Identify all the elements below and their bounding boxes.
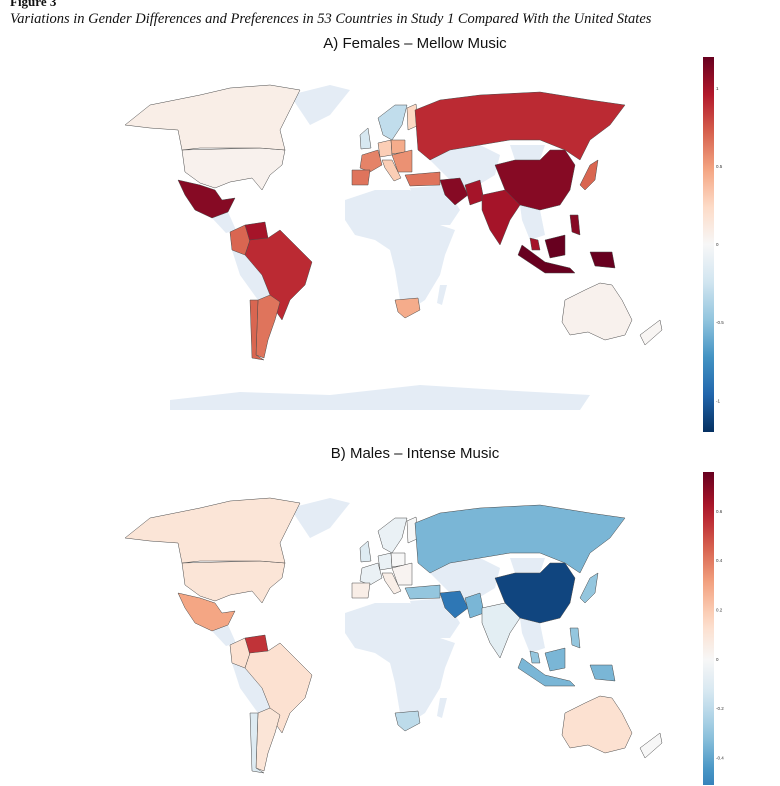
country-japan: Japan [579, 572, 599, 604]
country-malaysia: Malaysia [529, 650, 541, 664]
country-brazil: Brazil [244, 229, 313, 321]
no-data-region [170, 385, 590, 410]
country-romania: Romania [391, 562, 413, 586]
country-canada: Canada [124, 497, 301, 564]
colorbar-tick-label: -1 [716, 398, 720, 403]
no-data-region [430, 558, 500, 603]
country-iran: Iran [439, 590, 469, 619]
country-united-kingdom: United Kingdom [359, 540, 372, 563]
country-new-zealand: New Zealand [639, 319, 663, 346]
country-france: France [359, 149, 383, 173]
colorbar-tick-label: -0.4 [716, 755, 724, 760]
country-germany: Germany [377, 139, 393, 158]
country-indonesia: Indonesia [517, 234, 616, 274]
colorbar-tick-label: 1 [716, 86, 719, 91]
no-data-region [345, 190, 455, 310]
panel-a-title: A) Females – Mellow Music [323, 35, 507, 52]
colorbar-gradient [703, 57, 714, 432]
colorbar-tick-label: 0.6 [716, 509, 723, 514]
no-data-region [430, 145, 500, 190]
panel-b-colorbar: 0.6 0.4 0.2 0 -0.2 -0.4 [703, 472, 724, 785]
country-spain: Spain [351, 582, 371, 599]
country-indonesia: Indonesia [517, 647, 616, 687]
country-canada: Canada [124, 84, 301, 151]
no-data-region [212, 625, 236, 646]
country-united-states: United States [181, 147, 286, 191]
country-poland: Poland [390, 552, 406, 568]
country-russia: Russia [414, 91, 626, 161]
country-germany: Germany [377, 552, 393, 571]
country-new-zealand: New Zealand [639, 732, 663, 759]
country-philippines: Philippines [569, 627, 581, 649]
panel-a-colorbar: 1 0.5 0 -0.5 -1 [703, 57, 724, 432]
country-spain: Spain [351, 169, 371, 186]
no-data-region [232, 250, 270, 300]
no-data-region [437, 285, 447, 305]
no-data-region [510, 558, 545, 573]
country-turkey: Turkey [404, 171, 441, 187]
country-argentina: Argentina [255, 294, 281, 359]
no-data-region [345, 603, 455, 723]
no-data-region [212, 212, 236, 233]
country-south-africa: South Africa [394, 710, 421, 732]
country-brazil: Brazil [244, 642, 313, 734]
colorbar-tick-label: -0.2 [716, 706, 724, 711]
panel-b-title: B) Males – Intense Music [331, 445, 500, 462]
no-data-region [520, 618, 545, 653]
country-argentina: Argentina [255, 707, 281, 772]
country-romania: Romania [391, 149, 413, 173]
country-chile: Chile [249, 299, 265, 361]
colorbar-tick-label: -0.5 [716, 320, 724, 325]
colorbar-tick-label: 0.2 [716, 608, 723, 613]
figure-label: Figure 3 [10, 0, 57, 9]
country-india: India [481, 602, 521, 659]
country-malaysia: Malaysia [529, 237, 541, 251]
no-data-region [232, 663, 270, 713]
country-poland: Poland [390, 139, 406, 155]
no-data-region [437, 698, 447, 718]
colorbar-gradient [703, 472, 714, 785]
country-chile: Chile [249, 712, 265, 774]
colorbar-tick-label: 0.5 [716, 164, 723, 169]
country-italy: Italy [381, 159, 402, 182]
country-iran: Iran [439, 177, 469, 206]
no-data-region [520, 205, 545, 240]
country-norway-sweden: Norway/Sweden [377, 517, 408, 554]
country-norway-sweden: Norway/Sweden [377, 104, 408, 141]
country-france: France [359, 562, 383, 586]
colorbar-tick-label: 0 [716, 657, 719, 662]
country-philippines: Philippines [569, 214, 581, 236]
colorbar-tick-label: 0.4 [716, 558, 723, 563]
country-mexico: Mexico [177, 592, 236, 632]
no-data-region [510, 145, 545, 160]
country-japan: Japan [579, 159, 599, 191]
country-united-kingdom: United Kingdom [359, 127, 372, 150]
panel-b-map: United StatesCanadaMexicoColombiaVenezue… [124, 497, 663, 774]
figure-caption: Variations in Gender Differences and Pre… [10, 11, 652, 27]
country-russia: Russia [414, 504, 626, 574]
country-turkey: Turkey [404, 584, 441, 600]
country-united-states: United States [181, 560, 286, 604]
country-australia: Australia [561, 282, 633, 341]
country-australia: Australia [561, 695, 633, 754]
no-data-region [290, 498, 350, 538]
country-south-africa: South Africa [394, 297, 421, 319]
country-italy: Italy [381, 572, 402, 595]
no-data-region [290, 85, 350, 125]
country-mexico: Mexico [177, 179, 236, 219]
panel-a-map: United StatesCanadaMexicoColombiaVenezue… [124, 84, 663, 410]
colorbar-tick-label: 0 [716, 242, 719, 247]
country-india: India [481, 189, 521, 246]
